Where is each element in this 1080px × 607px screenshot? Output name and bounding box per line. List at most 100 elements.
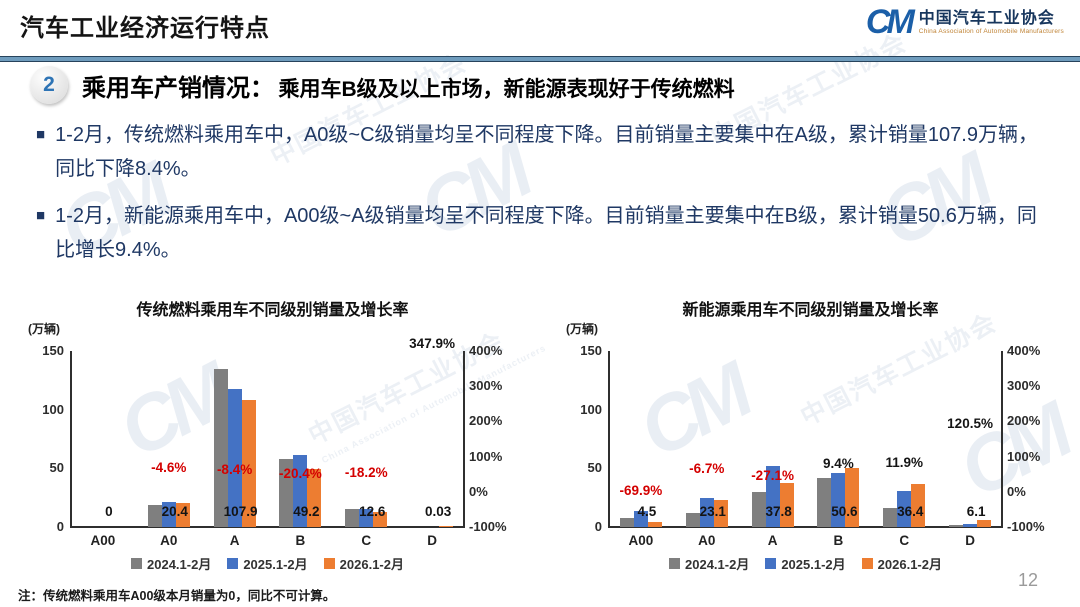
y-tick-right: -100% bbox=[469, 519, 507, 534]
growth-rate-label: -8.4% bbox=[216, 461, 253, 477]
y-tick-left: 100 bbox=[42, 401, 64, 417]
x-axis bbox=[70, 526, 465, 528]
bar-value-label: 49.2 bbox=[293, 504, 320, 519]
bullet-square-icon: ■ bbox=[36, 207, 46, 224]
footnote: 注：传统燃料乘用车A00级本月销量为0，同比不可计算。 bbox=[18, 589, 336, 603]
bar bbox=[213, 368, 228, 527]
y-tick-right: 400% bbox=[469, 343, 503, 358]
bar-value-label: 6.1 bbox=[966, 504, 986, 519]
y-axis-right bbox=[463, 351, 465, 527]
growth-rate-label: -4.6% bbox=[151, 460, 187, 476]
legend-item: 2026.1-2月 bbox=[861, 554, 942, 573]
legend-label: 2025.1-2月 bbox=[781, 557, 846, 572]
y-tick-right: 200% bbox=[1007, 413, 1041, 429]
y-tick-right: -100% bbox=[1007, 519, 1045, 534]
legend-item: 2026.1-2月 bbox=[323, 554, 404, 573]
legend-item: 2025.1-2月 bbox=[765, 554, 846, 573]
x-category-label: A bbox=[767, 533, 778, 548]
y-tick-left: 100 bbox=[580, 401, 602, 417]
bar bbox=[293, 455, 308, 527]
bar-value-label: 12.6 bbox=[359, 504, 386, 519]
bullet-square-icon: ■ bbox=[36, 126, 46, 143]
y-tick-right: 300% bbox=[469, 378, 503, 394]
plot-area: 150 100 50 0 400% 300% 200% 100% 0% -100% A00 4.5 -6… bbox=[580, 343, 1044, 548]
y-axis-right bbox=[1001, 351, 1003, 527]
bar bbox=[619, 517, 634, 527]
section-heading-main: 乘用车产销情况： bbox=[82, 74, 274, 102]
legend-label: 2026.1-2月 bbox=[877, 557, 942, 572]
bullet-item: ■ 1-2月，新能源乘用车中，A00级~A级销量均呈不同程度下降。目前销量主要集… bbox=[36, 199, 1050, 267]
y-tick-right: 200% bbox=[469, 413, 503, 429]
plot-area: 150 100 50 0 400% 300% 200% 100% 0% -100% A00 0 A0 20… bbox=[42, 336, 506, 548]
legend-swatch-icon bbox=[669, 558, 680, 569]
chart-title: 新能源乘用车不同级别销量及增长率 bbox=[682, 302, 939, 319]
bar bbox=[751, 491, 766, 527]
bar bbox=[977, 519, 992, 527]
y-tick-right: 300% bbox=[1007, 378, 1041, 394]
bar bbox=[175, 503, 190, 527]
bar bbox=[439, 526, 454, 527]
bar-value-label: 107.9 bbox=[223, 504, 258, 519]
bar bbox=[373, 512, 388, 527]
bar bbox=[779, 482, 794, 527]
growth-rate-label: 347.9% bbox=[409, 336, 455, 352]
growth-rate-label: -27.1% bbox=[751, 468, 794, 484]
caam-logo-mark: CM bbox=[865, 3, 915, 41]
y-axis-left bbox=[70, 351, 72, 527]
x-category-label: A0 bbox=[160, 533, 178, 548]
bullet-list: ■ 1-2月，传统燃料乘用车中，A0级~C级销量均呈不同程度下降。目前销量主要集… bbox=[36, 118, 1050, 280]
bar-value-label: 20.4 bbox=[161, 504, 188, 519]
legend-swatch-icon bbox=[861, 558, 873, 569]
bullet-text: 1-2月，传统燃料乘用车中，A0级~C级销量均呈不同程度下降。目前销量主要集中在… bbox=[55, 124, 1038, 180]
x-category-label: B bbox=[295, 533, 306, 548]
bar bbox=[765, 466, 780, 527]
y-tick-left: 0 bbox=[594, 519, 602, 534]
chart-legend: 2024.1-2月 2025.1-2月 2026.1-2月 bbox=[70, 554, 465, 573]
y-tick-left: 0 bbox=[56, 519, 64, 534]
bar-value-label: 4.5 bbox=[637, 504, 657, 519]
x-category-label: A bbox=[229, 533, 240, 548]
header-divider bbox=[0, 56, 1080, 62]
growth-rate-label: 11.9% bbox=[885, 454, 924, 470]
legend-item: 2025.1-2月 bbox=[227, 554, 308, 573]
axis-unit-label: (万辆) bbox=[28, 322, 60, 336]
legend-swatch-icon bbox=[765, 558, 777, 569]
bar-value-label: 37.8 bbox=[765, 504, 792, 519]
x-category-label: A00 bbox=[628, 533, 654, 548]
bullet-item: ■ 1-2月，传统燃料乘用车中，A0级~C级销量均呈不同程度下降。目前销量主要集… bbox=[36, 118, 1050, 186]
chart-title: 传统燃料乘用车不同级别销量及增长率 bbox=[136, 302, 409, 319]
bar bbox=[817, 477, 832, 527]
legend-label: 2024.1-2月 bbox=[147, 557, 212, 572]
x-category-label: C bbox=[361, 533, 372, 548]
section-heading-sub: 乘用车B级及以上市场，新能源表现好于传统燃料 bbox=[278, 77, 735, 101]
x-category-label: D bbox=[965, 533, 975, 548]
bar bbox=[911, 484, 926, 527]
growth-rate-label: -69.9% bbox=[619, 483, 663, 499]
legend-item: 2024.1-2月 bbox=[131, 554, 211, 573]
legend-swatch-icon bbox=[323, 558, 335, 569]
legend-swatch-icon bbox=[227, 558, 239, 569]
growth-rate-label: -20.4% bbox=[279, 465, 322, 481]
y-tick-right: 0% bbox=[1007, 483, 1026, 499]
bar bbox=[647, 521, 662, 527]
y-axis-left bbox=[608, 351, 610, 527]
caam-logo: CM 中国汽车工业协会 China Association of Automob… bbox=[866, 5, 1064, 39]
y-tick-right: 0% bbox=[469, 483, 488, 499]
bar bbox=[845, 467, 860, 527]
bar bbox=[345, 508, 360, 527]
bullet-text: 1-2月，新能源乘用车中，A00级~A级销量均呈不同程度下降。目前销量主要集中在… bbox=[55, 205, 1037, 261]
x-category-label: C bbox=[899, 533, 910, 548]
section-number-badge: 2 bbox=[30, 66, 68, 104]
x-category-label: D bbox=[427, 533, 437, 548]
bar bbox=[161, 501, 176, 527]
bar bbox=[831, 473, 846, 527]
axis-unit-label: (万辆) bbox=[566, 322, 598, 336]
growth-rate-label: -6.7% bbox=[689, 461, 725, 477]
bar bbox=[685, 512, 700, 527]
bar bbox=[147, 504, 162, 527]
bar bbox=[963, 524, 978, 527]
bar bbox=[241, 400, 256, 527]
y-tick-left: 150 bbox=[580, 343, 602, 358]
caam-logo-name-cn: 中国汽车工业协会 bbox=[918, 9, 1055, 27]
